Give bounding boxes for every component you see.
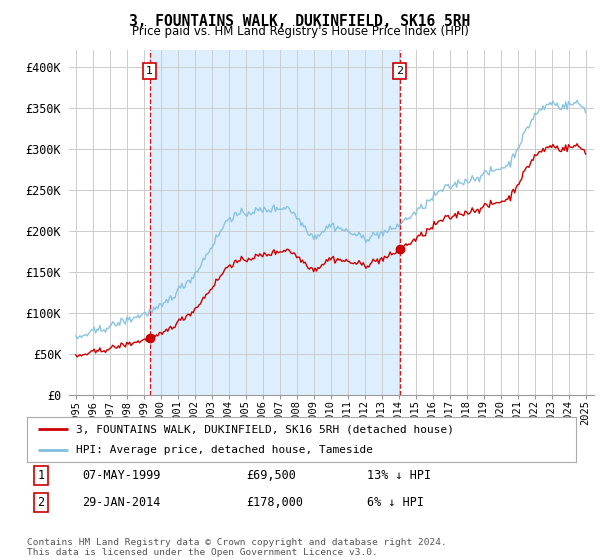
Text: Contains HM Land Registry data © Crown copyright and database right 2024.
This d: Contains HM Land Registry data © Crown c… <box>27 538 447 557</box>
Bar <box>150 50 400 395</box>
Text: 1: 1 <box>37 469 44 482</box>
Text: 6% ↓ HPI: 6% ↓ HPI <box>367 496 424 509</box>
Text: £69,500: £69,500 <box>247 469 296 482</box>
Text: 2: 2 <box>396 66 403 76</box>
Text: 3, FOUNTAINS WALK, DUKINFIELD, SK16 5RH (detached house): 3, FOUNTAINS WALK, DUKINFIELD, SK16 5RH … <box>76 424 454 435</box>
Text: 13% ↓ HPI: 13% ↓ HPI <box>367 469 431 482</box>
Text: 3, FOUNTAINS WALK, DUKINFIELD, SK16 5RH: 3, FOUNTAINS WALK, DUKINFIELD, SK16 5RH <box>130 14 470 29</box>
Text: HPI: Average price, detached house, Tameside: HPI: Average price, detached house, Tame… <box>76 445 373 455</box>
Text: 1: 1 <box>146 66 153 76</box>
Text: Price paid vs. HM Land Registry's House Price Index (HPI): Price paid vs. HM Land Registry's House … <box>131 25 469 38</box>
Text: 07-MAY-1999: 07-MAY-1999 <box>82 469 160 482</box>
Text: £178,000: £178,000 <box>247 496 304 509</box>
Text: 2: 2 <box>37 496 44 509</box>
Text: 29-JAN-2014: 29-JAN-2014 <box>82 496 160 509</box>
